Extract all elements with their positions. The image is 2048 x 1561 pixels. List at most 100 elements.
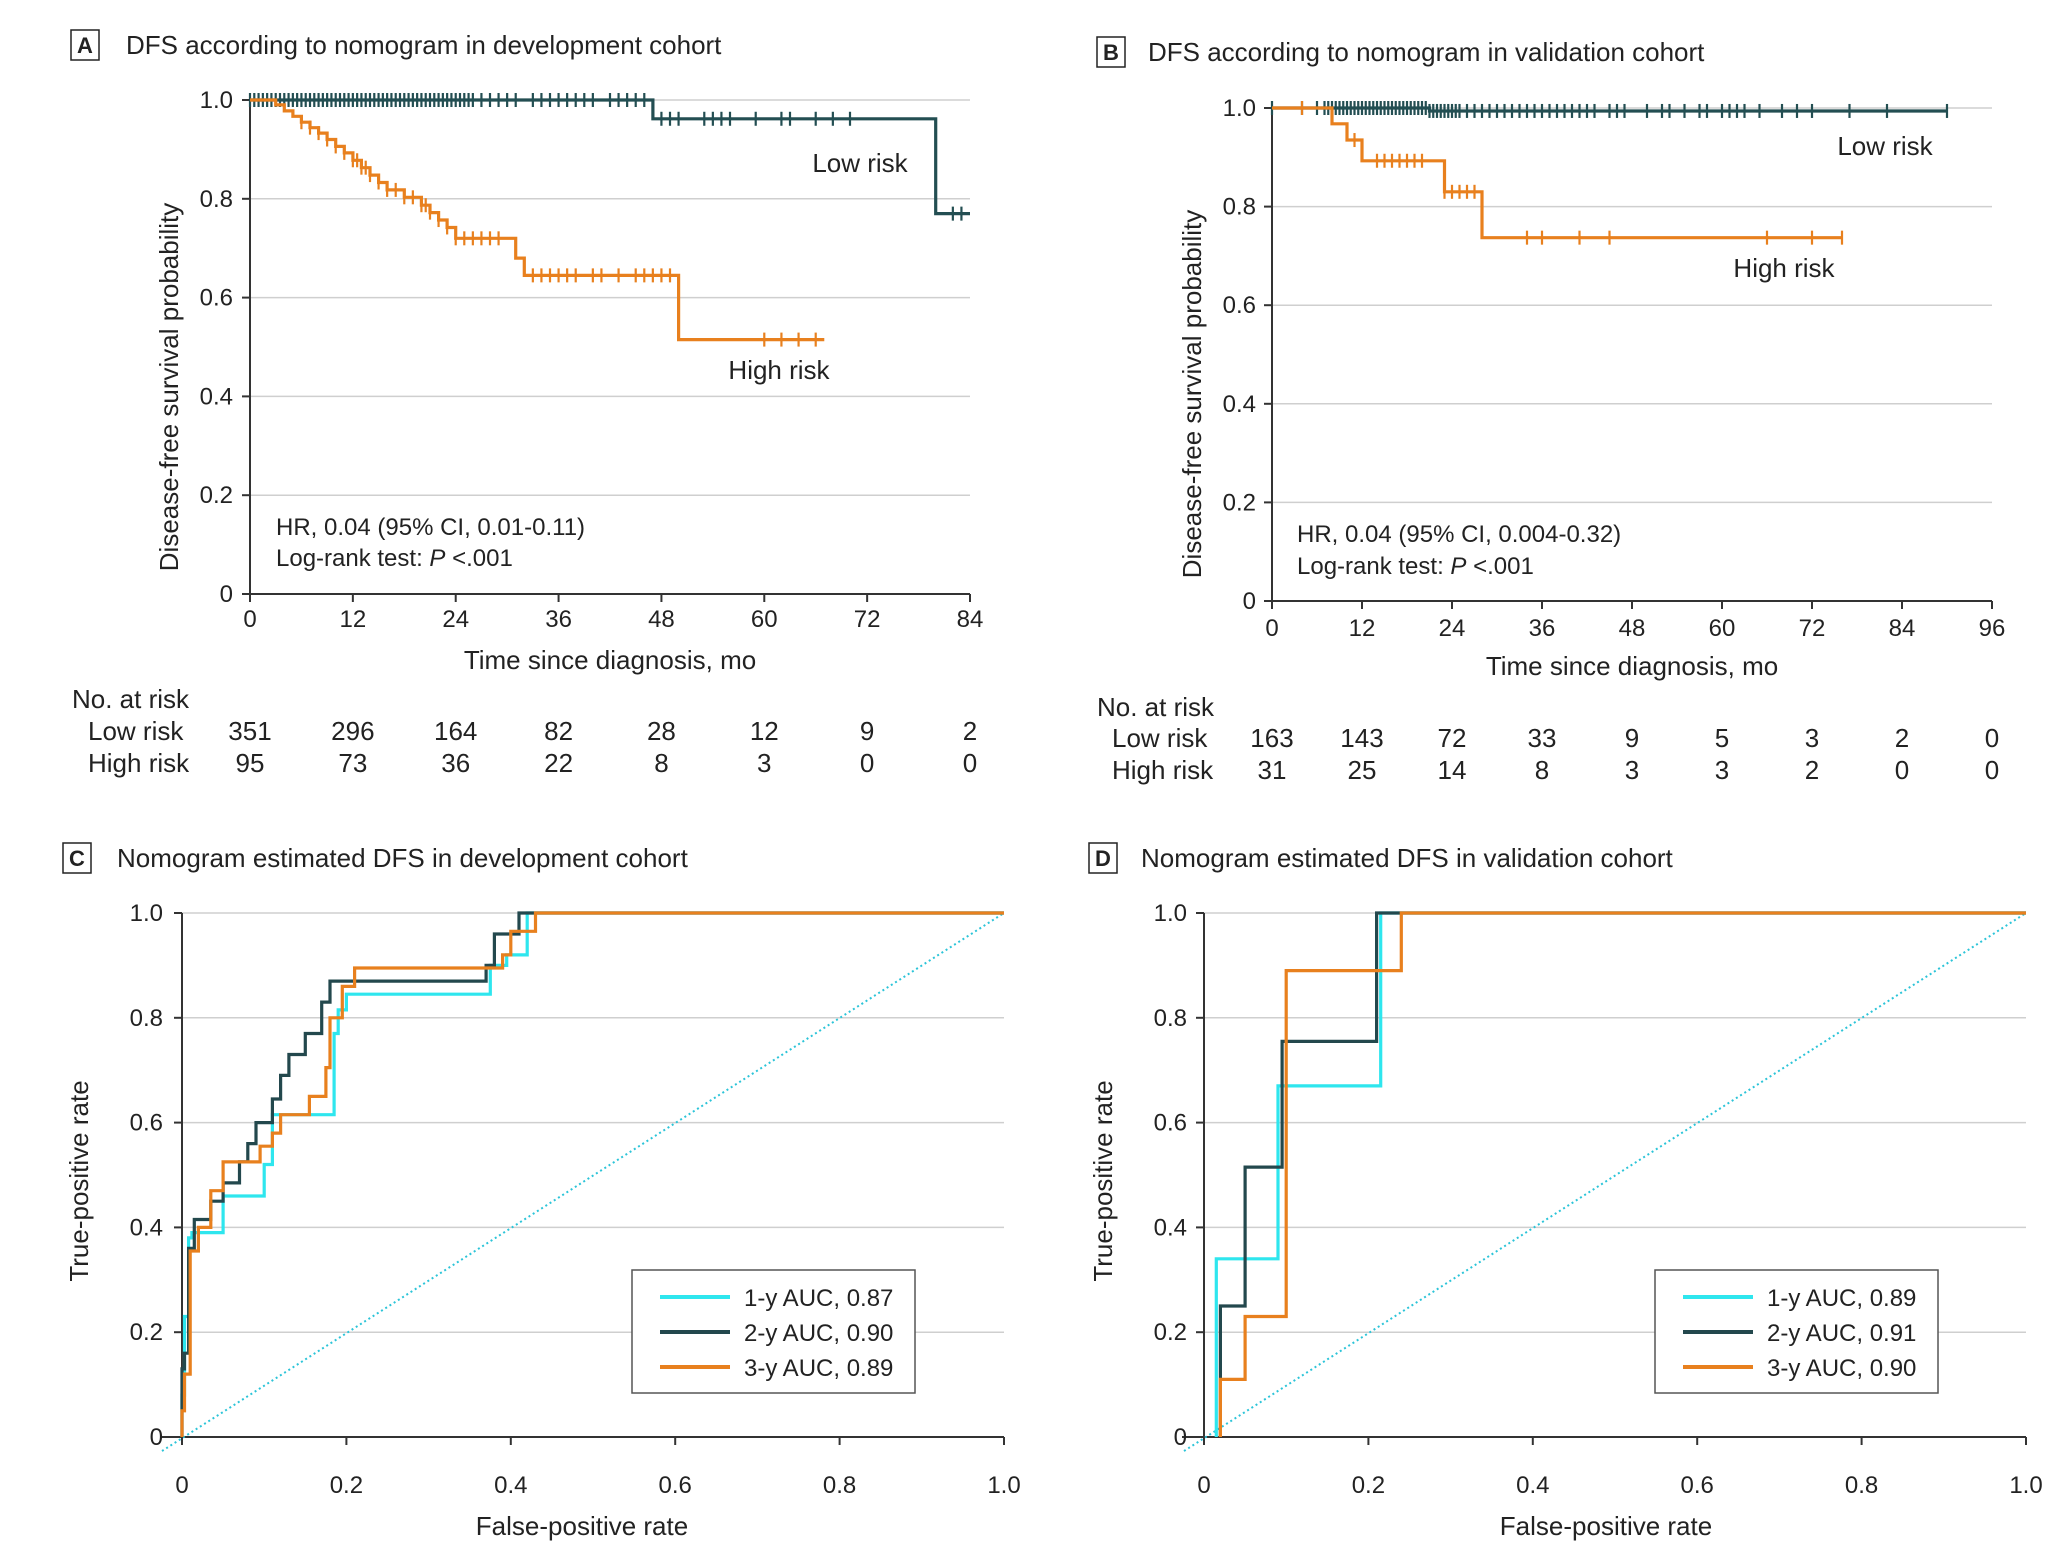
- panel-a-risk-table-header: No. at risk: [72, 684, 190, 714]
- panel-a-letter-box: [70, 29, 100, 61]
- panel-a-risk-value-high: 36: [441, 748, 470, 778]
- panel-a-risk-value-low: 82: [544, 716, 573, 746]
- panel-d-x-tick-label: 0.6: [1681, 1472, 1714, 1499]
- panel-d-x-tick-label: 1.0: [2009, 1472, 2042, 1499]
- panel-d-roc-curve-3y: [1218, 911, 2026, 1437]
- panel-a-risk-value-high: 0: [963, 748, 977, 778]
- panel-d-y-tick-label: 1.0: [1154, 900, 1187, 927]
- panel-c-y-tick-label: 0.2: [130, 1319, 163, 1346]
- panel-b-logrank-annotation: Log-rank test: P <.001: [1297, 553, 1534, 580]
- panel-a-logrank-annotation: Log-rank test: P <.001: [276, 545, 513, 572]
- panel-c-roc-curve-2y: [180, 911, 1004, 1437]
- panel-b-risk-table-header: No. at risk: [1097, 692, 1215, 722]
- panel-a-x-axis-label: Time since diagnosis, mo: [464, 645, 756, 675]
- panel-a-y-tick-label: 0.6: [200, 285, 233, 312]
- panel-b-risk-value-low: 33: [1528, 723, 1557, 753]
- panel-b-risk-value-high: 31: [1258, 755, 1287, 785]
- panel-d-x-tick-label: 0.4: [1516, 1472, 1549, 1499]
- panel-a-x-tick-label: 48: [648, 606, 675, 633]
- panel-b-risk-value-low: 0: [1985, 723, 1999, 753]
- panel-b-risk-value-high: 8: [1535, 755, 1549, 785]
- panel-b-risk-value-low: 2: [1895, 723, 1909, 753]
- panel-b-letter-box: [1096, 36, 1126, 68]
- panel-a-y-ticks: 0 0.2 0.4 0.6 0.8 1.0: [200, 87, 250, 608]
- panel-d-x-tick-label: 0: [1197, 1472, 1210, 1499]
- panel-d-x-axis-label: False-positive rate: [1500, 1511, 1712, 1541]
- panel-b-risk-value-low: 143: [1340, 723, 1383, 753]
- panel-c-y-tick-label: 0: [150, 1424, 163, 1451]
- panel-b-x-tick-label: 96: [1979, 615, 2006, 642]
- panel-a-low-risk-curve: [250, 98, 970, 216]
- panel-a-x-tick-label: 60: [751, 606, 778, 633]
- panel-d-curves: [1183, 911, 2027, 1452]
- panel-b-title: DFS according to nomogram in validation …: [1148, 37, 1705, 67]
- panel-b-risk-value-low: 3: [1805, 723, 1819, 753]
- panel-c-y-tick-label: 0.6: [130, 1110, 163, 1137]
- panel-c-y-tick-label: 0.4: [130, 1214, 163, 1241]
- panel-b-x-tick-label: 60: [1709, 615, 1736, 642]
- panel-b-risk-value-low: 72: [1438, 723, 1467, 753]
- panel-a-risk-value-low: 9: [860, 716, 874, 746]
- panel-b-y-tick-label: 0: [1243, 588, 1256, 615]
- panel-a-x-tick-label: 12: [340, 606, 367, 633]
- panel-c-y-ticks: 0 0.2 0.4 0.6 0.8 1.0: [130, 900, 182, 1451]
- panel-c-x-ticks: 0 0.2 0.4 0.6 0.8 1.0: [175, 1437, 1021, 1499]
- panel-b-x-tick-label: 24: [1439, 615, 1466, 642]
- panel-a-high-risk-label: High risk: [728, 355, 830, 385]
- panel-b-y-ticks: 0 0.2 0.4 0.6 0.8 1.0: [1223, 95, 1272, 615]
- panel-d-x-tick-label: 0.8: [1845, 1472, 1878, 1499]
- panel-b-risk-value-high: 14: [1438, 755, 1467, 785]
- panel-a-x-tick-label: 84: [957, 606, 984, 633]
- panel-d-y-tick-label: 0.6: [1154, 1110, 1187, 1137]
- panel-b-risk-value-low: 5: [1715, 723, 1729, 753]
- panel-b-risk-value-high: 0: [1895, 755, 1909, 785]
- panel-b-x-axis-label: Time since diagnosis, mo: [1486, 651, 1778, 681]
- panel-b-risk-value-high: 2: [1805, 755, 1819, 785]
- panel-b: B DFS according to nomogram in validatio…: [1096, 36, 2006, 785]
- panel-d-legend-label-2y: 2-y AUC, 0.91: [1767, 1320, 1916, 1347]
- panel-b-hr-annotation: HR, 0.04 (95% CI, 0.004-0.32): [1297, 521, 1621, 548]
- panel-d-x-tick-label: 0.2: [1352, 1472, 1385, 1499]
- panel-c-x-tick-label: 0.4: [494, 1472, 527, 1499]
- panel-a-risk-row-low-label: Low risk: [88, 716, 184, 746]
- panel-b-curves: [1270, 101, 1949, 245]
- panel-b-risk-value-low: 163: [1250, 723, 1293, 753]
- panel-c: C Nomogram estimated DFS in development …: [62, 842, 1021, 1541]
- panel-a-risk-value-low: 351: [228, 716, 271, 746]
- panel-d-legend-label-3y: 3-y AUC, 0.90: [1767, 1355, 1916, 1382]
- panel-d-x-ticks: 0 0.2 0.4 0.6 0.8 1.0: [1197, 1437, 2043, 1499]
- panel-d: D Nomogram estimated DFS in validation c…: [1088, 842, 2043, 1541]
- panel-b-x-tick-label: 36: [1529, 615, 1556, 642]
- panel-c-letter-box: [62, 842, 92, 874]
- panel-b-risk-value-high: 25: [1348, 755, 1377, 785]
- panel-a-letter: A: [77, 33, 93, 58]
- panel-d-y-tick-label: 0: [1174, 1424, 1187, 1451]
- panel-b-high-risk-curve: [1272, 106, 1842, 240]
- panel-a-y-tick-label: 0: [220, 581, 233, 608]
- panel-c-y-tick-label: 1.0: [130, 900, 163, 927]
- panel-c-reference-diagonal: [161, 912, 1005, 1452]
- panel-d-letter-box: [1088, 842, 1118, 874]
- panel-d-y-axis-label: True-positive rate: [1088, 1080, 1118, 1281]
- panel-d-legend: 1-y AUC, 0.89 2-y AUC, 0.91 3-y AUC, 0.9…: [1654, 1269, 1939, 1394]
- panel-b-risk-value-high: 0: [1985, 755, 1999, 785]
- panel-a-y-tick-label: 0.2: [200, 482, 233, 509]
- panel-c-legend-label-1y: 1-y AUC, 0.87: [744, 1285, 893, 1312]
- panel-b-x-tick-label: 84: [1889, 615, 1916, 642]
- panel-a-low-risk-label: Low risk: [812, 148, 908, 178]
- panel-b-low-risk-label: Low risk: [1837, 131, 1933, 161]
- panel-a-x-tick-label: 72: [854, 606, 881, 633]
- panel-b-y-tick-label: 0.2: [1223, 489, 1256, 516]
- panel-a-title: DFS according to nomogram in development…: [126, 30, 722, 60]
- panel-c-legend-label-2y: 2-y AUC, 0.90: [744, 1320, 893, 1347]
- panel-b-x-tick-label: 72: [1799, 615, 1826, 642]
- panel-c-letter: C: [69, 846, 85, 871]
- panel-b-y-tick-label: 0.6: [1223, 292, 1256, 319]
- panel-d-legend-label-1y: 1-y AUC, 0.89: [1767, 1285, 1916, 1312]
- panel-a-risk-value-high: 22: [544, 748, 573, 778]
- panel-b-y-tick-label: 0.4: [1223, 391, 1256, 418]
- panel-a-risk-value-low: 164: [434, 716, 477, 746]
- panel-b-y-tick-label: 0.8: [1223, 194, 1256, 221]
- panel-c-curves: [161, 911, 1005, 1452]
